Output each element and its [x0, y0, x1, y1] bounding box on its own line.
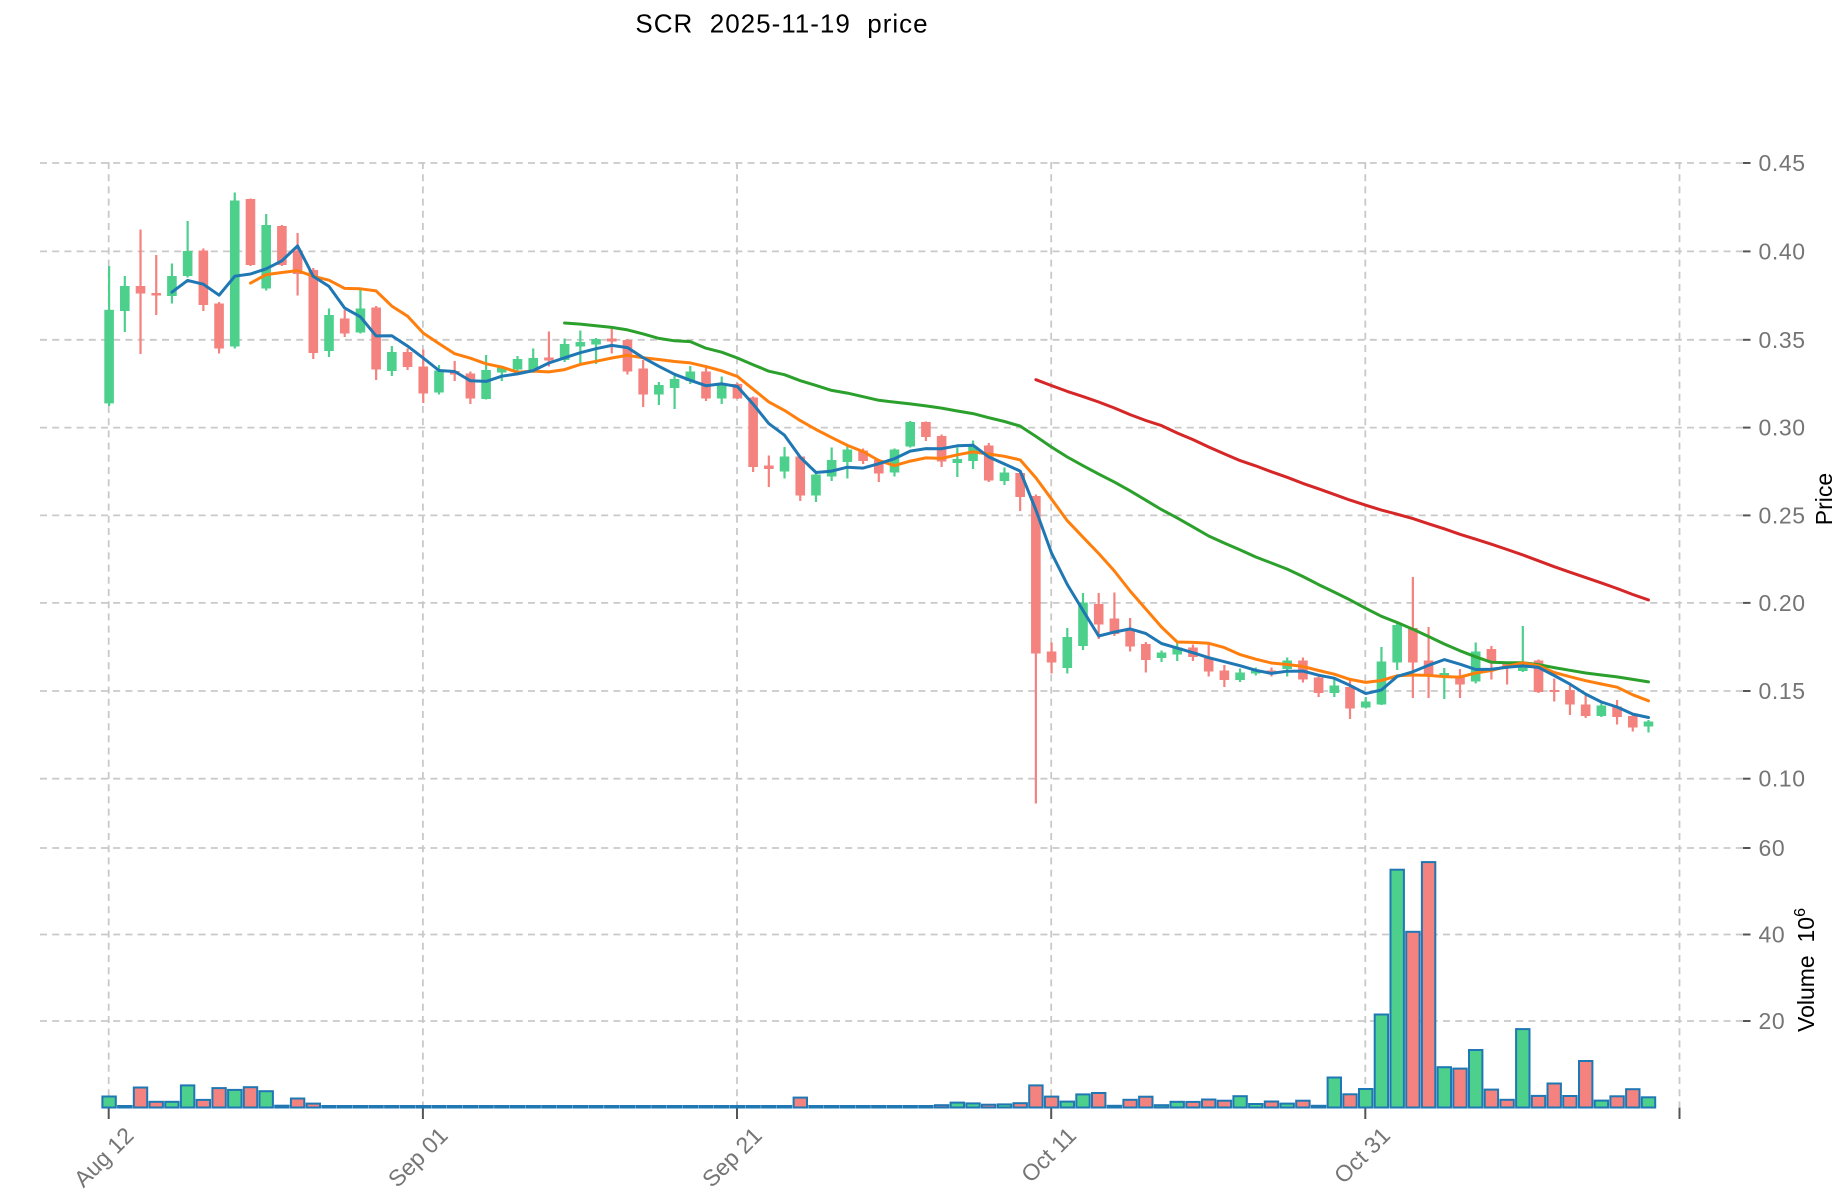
svg-text:40: 40: [1759, 922, 1786, 948]
svg-text:0.15: 0.15: [1759, 678, 1806, 704]
svg-text:0.40: 0.40: [1759, 238, 1806, 264]
svg-text:0.45: 0.45: [1759, 150, 1806, 176]
svg-text:Volume 106: Volume 106: [1792, 908, 1819, 1032]
svg-text:0.35: 0.35: [1759, 327, 1806, 353]
svg-text:0.20: 0.20: [1759, 590, 1806, 616]
svg-text:20: 20: [1759, 1008, 1786, 1034]
svg-text:0.10: 0.10: [1759, 766, 1806, 792]
svg-text:60: 60: [1759, 835, 1786, 861]
svg-text:Price: Price: [1811, 473, 1837, 525]
svg-text:0.25: 0.25: [1759, 502, 1806, 528]
svg-text:0.30: 0.30: [1759, 415, 1806, 441]
svg-text:SCR 2025-11-19 price: SCR 2025-11-19 price: [635, 9, 928, 39]
